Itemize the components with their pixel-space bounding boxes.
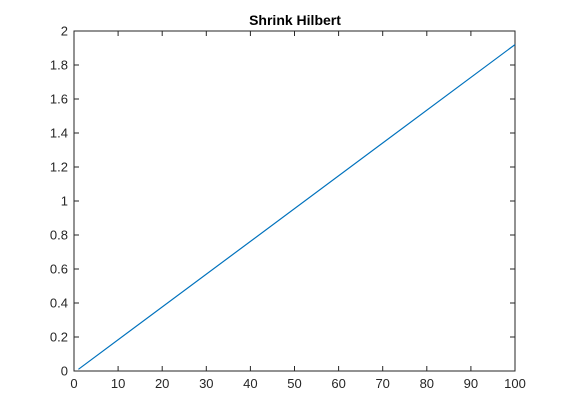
y-tick-label: 0.4 (50, 296, 68, 311)
x-tick-label: 30 (199, 376, 213, 391)
chart-title: Shrink Hilbert (249, 12, 341, 28)
x-tick-label: 50 (287, 376, 301, 391)
x-tick-label: 20 (155, 376, 169, 391)
x-tick-label: 70 (375, 376, 389, 391)
y-tick-label: 1.6 (50, 92, 68, 107)
y-tick-label: 1 (61, 194, 68, 209)
y-tick-label: 2 (61, 24, 68, 39)
y-tick-label: 0.2 (50, 330, 68, 345)
x-tick-label: 80 (420, 376, 434, 391)
y-tick-label: 0.8 (50, 228, 68, 243)
series-line-0 (78, 44, 516, 370)
y-tick-label: 1.4 (50, 126, 68, 141)
y-tick-label: 1.8 (50, 58, 68, 73)
y-tick-label: 0 (61, 364, 68, 379)
y-tick-label: 1.2 (50, 160, 68, 175)
x-tick-label: 40 (243, 376, 257, 391)
x-tick-label: 90 (464, 376, 478, 391)
y-tick-label: 0.6 (50, 262, 68, 277)
x-tick-label: 60 (331, 376, 345, 391)
x-tick-label: 100 (504, 376, 526, 391)
y-axis: 0 0.2 0.4 0.6 0.8 1 1.2 1.4 1.6 1.8 2 (50, 24, 515, 379)
x-tick-label: 0 (70, 376, 77, 391)
x-axis: 0 10 20 30 40 50 60 70 80 90 100 (70, 31, 526, 391)
series-layer (78, 44, 516, 370)
x-tick-label: 10 (111, 376, 125, 391)
plot-area-frame (73, 30, 516, 372)
